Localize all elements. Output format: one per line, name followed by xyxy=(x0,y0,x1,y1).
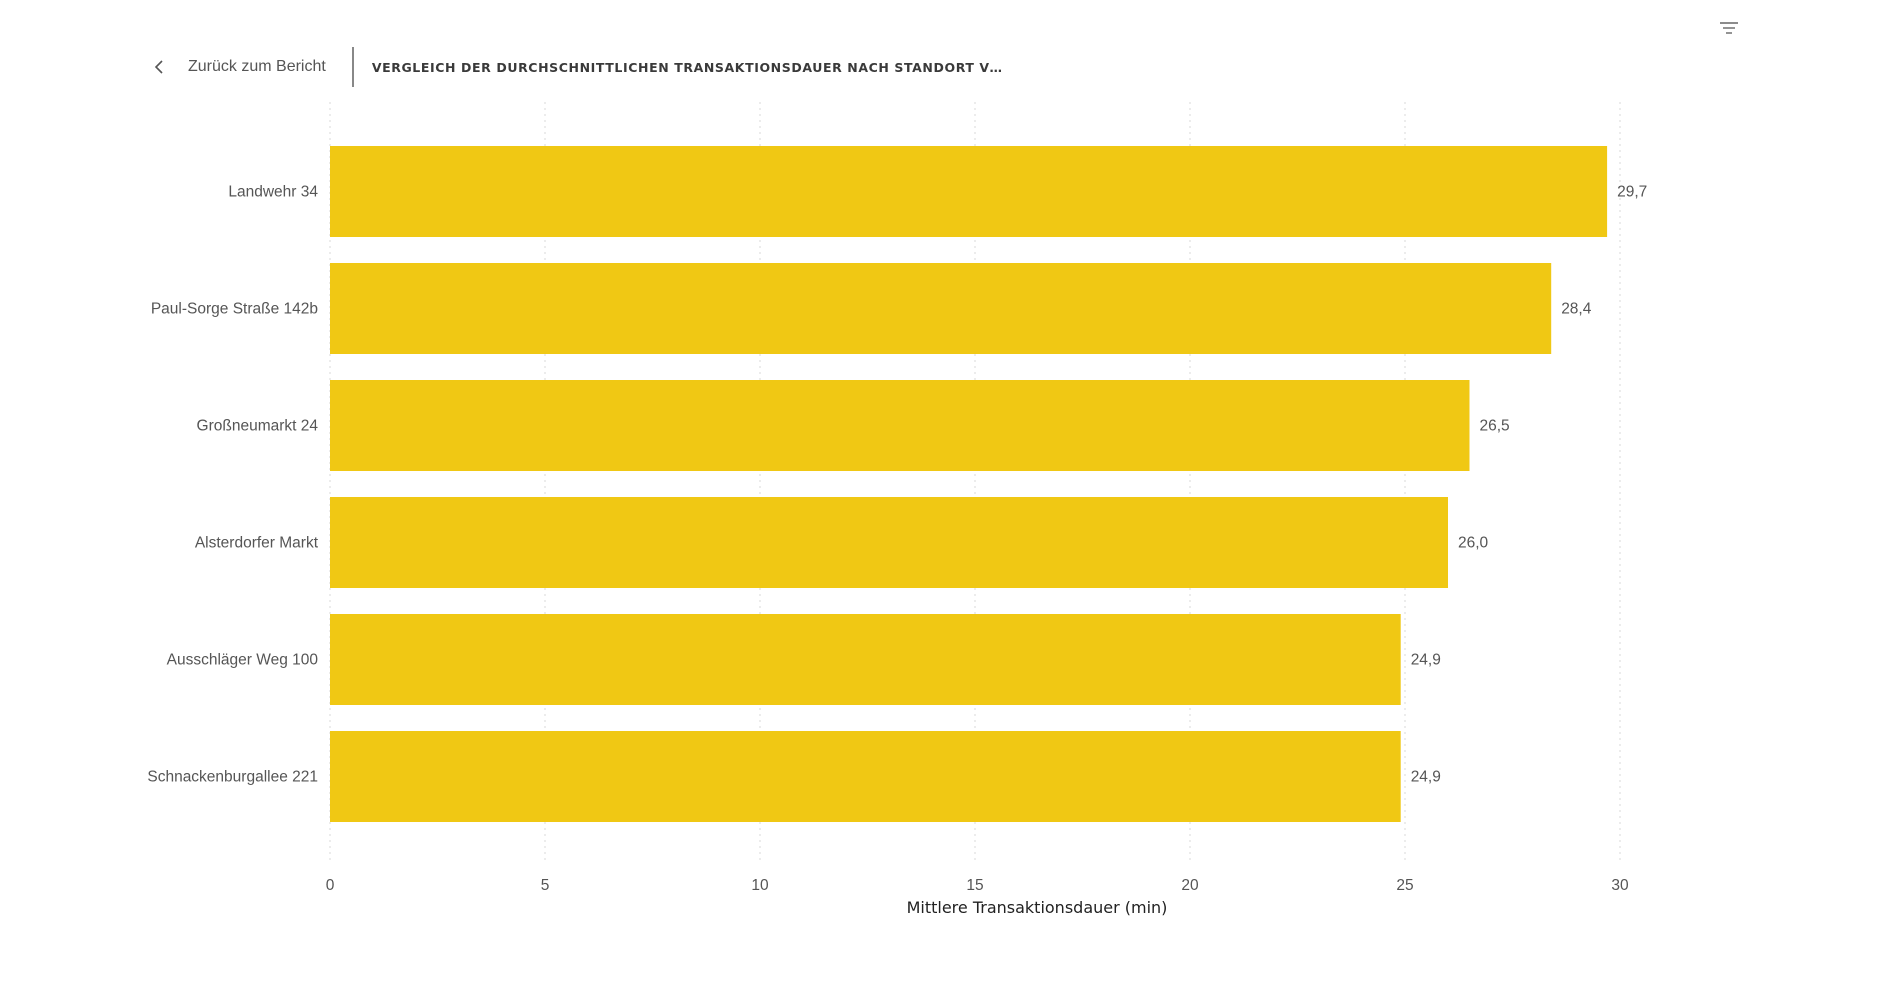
category-label: Paul-Sorge Straße 142b xyxy=(151,301,318,318)
x-tick-label: 5 xyxy=(541,877,550,894)
bar[interactable] xyxy=(330,263,1552,354)
data-label: 28,4 xyxy=(1561,301,1592,318)
x-tick-label: 10 xyxy=(751,877,769,894)
data-label: 29,7 xyxy=(1617,184,1647,201)
x-tick-label: 30 xyxy=(1611,877,1629,894)
data-label: 26,5 xyxy=(1480,418,1510,435)
bar[interactable] xyxy=(330,497,1448,588)
x-tick-label: 20 xyxy=(1181,877,1199,894)
back-to-report-button[interactable]: Zurück zum Bericht xyxy=(152,58,326,76)
header-divider xyxy=(351,47,354,87)
bar[interactable] xyxy=(330,146,1608,237)
category-label: Schnackenburgallee 221 xyxy=(147,769,318,786)
category-labels: Landwehr 34 Paul-Sorge Straße 142b Großneu… xyxy=(147,184,318,786)
data-labels: 29,7 28,4 26,5 26,0 24,9 24,9 xyxy=(1411,184,1648,786)
data-label: 24,9 xyxy=(1411,769,1441,786)
x-axis-title: Mittlere Transaktionsdauer (min) xyxy=(907,898,1168,917)
bar[interactable] xyxy=(330,614,1401,705)
category-label: Landwehr 34 xyxy=(228,184,318,201)
data-label: 26,0 xyxy=(1458,535,1489,552)
back-to-report-label: Zurück zum Bericht xyxy=(188,58,326,75)
bars xyxy=(330,146,1608,822)
category-label: Ausschläger Weg 100 xyxy=(167,652,319,669)
category-label: Großneumarkt 24 xyxy=(197,418,319,435)
data-label: 24,9 xyxy=(1411,652,1441,669)
chevron-left-icon xyxy=(154,60,163,74)
bar[interactable] xyxy=(330,380,1470,471)
x-axis-ticks: 0 5 10 15 20 25 30 xyxy=(326,877,1629,894)
report-header: Zurück zum Bericht VERGLEICH DER DURCHSC… xyxy=(152,46,1012,88)
x-tick-label: 25 xyxy=(1396,877,1413,894)
category-label: Alsterdorfer Markt xyxy=(195,535,319,552)
x-tick-label: 0 xyxy=(326,877,335,894)
x-tick-label: 15 xyxy=(966,877,983,894)
filter-icon[interactable] xyxy=(1718,20,1740,38)
bar[interactable] xyxy=(330,731,1401,822)
